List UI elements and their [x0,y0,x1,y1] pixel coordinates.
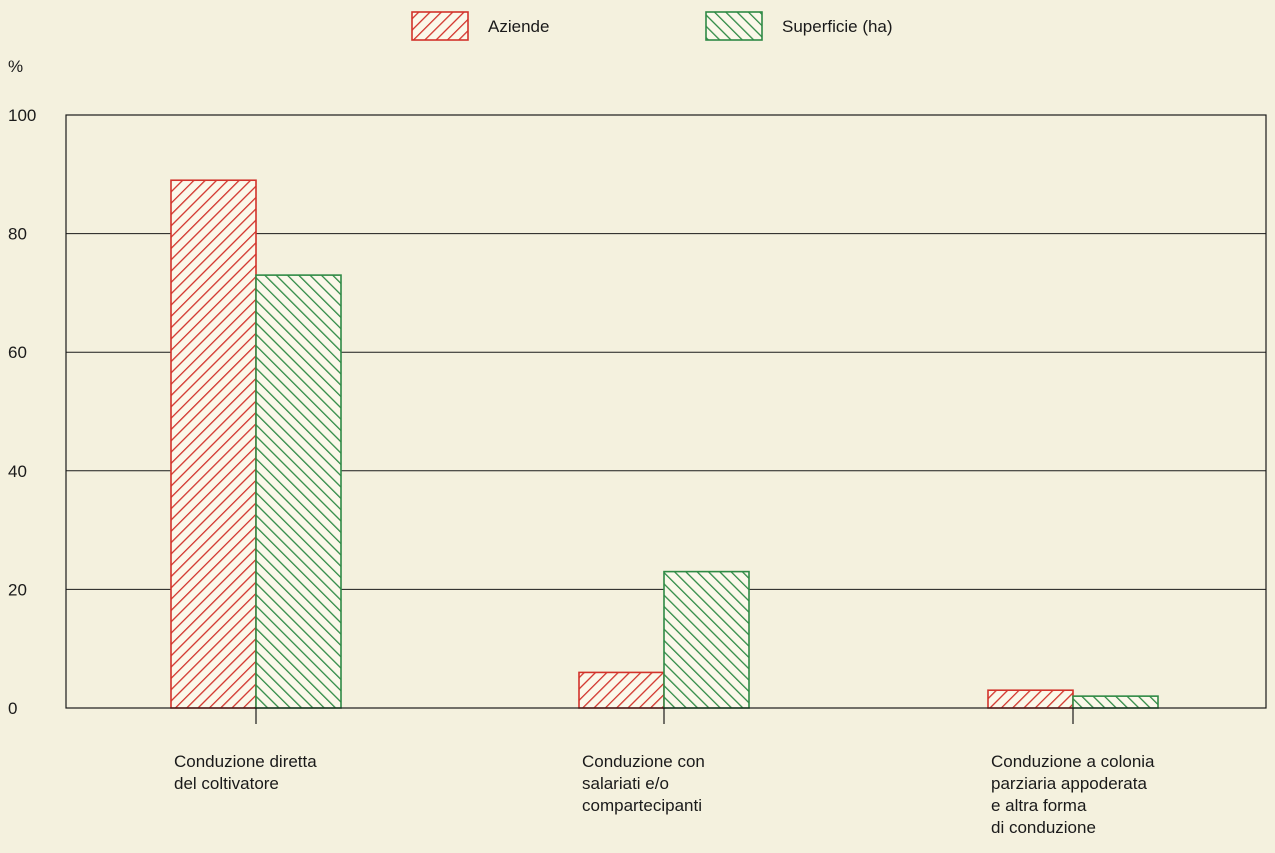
y-tick-label: 0 [8,699,17,718]
plot-frame [65,114,1267,709]
bar-aziende-0 [170,179,257,709]
x-category-label: del coltivatore [174,774,279,793]
bar-aziende-1 [578,671,665,709]
legend-swatch-superficie [705,11,763,41]
y-axis-unit-label: % [8,57,23,76]
x-category-label: compartecipanti [582,796,702,815]
y-tick-label: 100 [8,106,36,125]
y-tick-label: 40 [8,462,27,481]
x-category-label: Conduzione con [582,752,705,771]
legend: Aziende Superficie (ha) [411,11,893,41]
legend-swatch-aziende [411,11,469,41]
y-tick-label: 80 [8,225,27,244]
bar-superficie-1 [663,570,750,709]
y-axis-ticks: 0 20 40 60 80 100 [8,106,36,718]
y-tick-label: 60 [8,343,27,362]
bar-superficie-0 [255,274,342,709]
legend-label-superficie: Superficie (ha) [782,17,893,36]
bars [170,179,1159,709]
legend-label-aziende: Aziende [488,17,549,36]
x-category-label: e altra forma [991,796,1087,815]
y-tick-label: 20 [8,580,27,599]
x-axis-category-labels: Conduzione diretta del coltivatore Conduzi… [174,708,1155,837]
x-category-label: Conduzione a colonia [991,752,1155,771]
x-category-label: parziaria appoderata [991,774,1147,793]
bar-superficie-2 [1072,695,1159,709]
bar-aziende-2 [987,689,1074,709]
x-category-label: Conduzione diretta [174,752,317,771]
x-category-label: salariati e/o [582,774,669,793]
x-category-label: di conduzione [991,818,1096,837]
